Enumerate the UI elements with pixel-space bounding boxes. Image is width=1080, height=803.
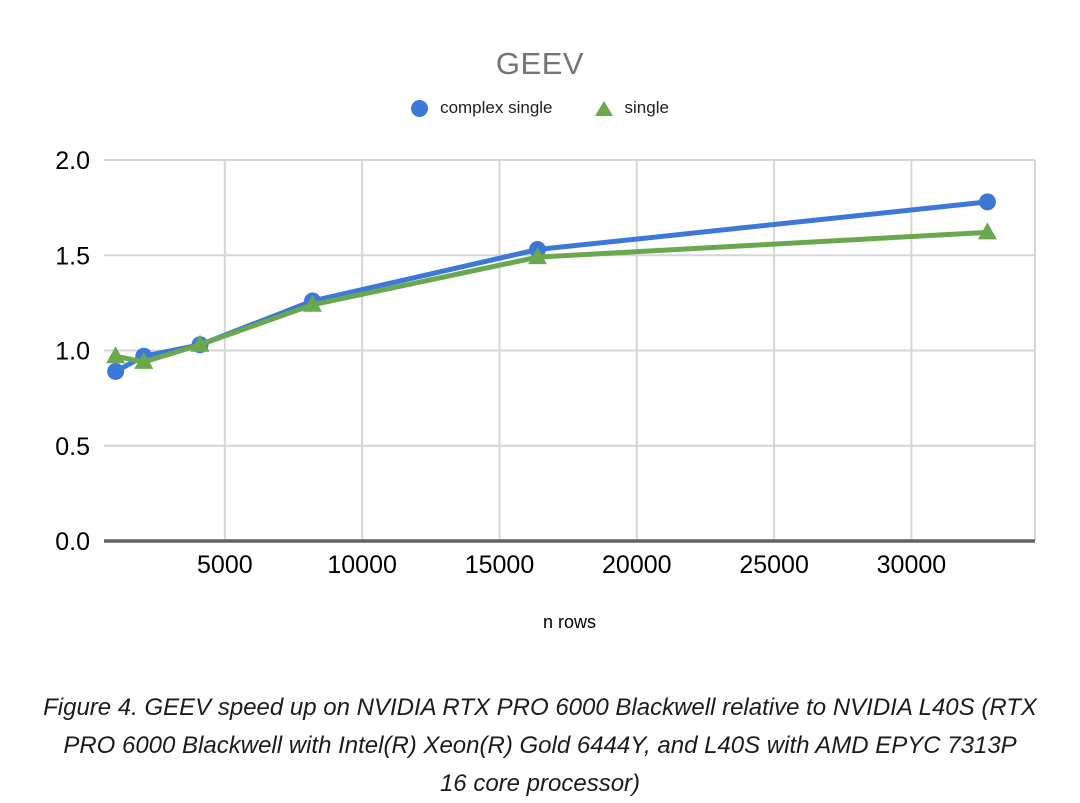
- circle-marker-icon: [411, 99, 429, 117]
- x-tick-label: 20000: [602, 551, 672, 579]
- x-tick-label: 5000: [197, 551, 253, 579]
- figure-caption-line-2: PRO 6000 Blackwell with Intel(R) Xeon(R)…: [63, 732, 1017, 759]
- data-point-single: [527, 247, 547, 265]
- data-point-single: [190, 334, 210, 352]
- figure-caption-line-3: 16 core processor): [439, 770, 641, 797]
- y-tick-label: 1.0: [55, 338, 90, 366]
- x-tick-label: 10000: [327, 551, 397, 579]
- figure-caption-line-1: Figure 4. GEEV speed up on NVIDIA RTX PR…: [43, 694, 1037, 721]
- plot-area: 0.0 0.5 1.0 1.5 2.0 5000 10000 15000 20000 25000 3…: [55, 147, 1036, 632]
- data-point-single: [106, 346, 126, 364]
- data-point-single: [303, 294, 323, 312]
- chart-title: GEEV: [495, 46, 585, 81]
- y-tick-label: 0.5: [55, 433, 90, 461]
- series-line-complex-single: [113, 199, 990, 374]
- x-tick-label: 25000: [739, 551, 809, 579]
- legend-label-single: single: [624, 98, 669, 117]
- series-line-single: [113, 229, 990, 365]
- data-point-single: [134, 351, 154, 369]
- legend-label-complex-single: complex single: [440, 98, 553, 117]
- legend-item-single: single: [594, 98, 669, 118]
- x-tick-label: 15000: [465, 551, 535, 579]
- x-tick-label: 30000: [877, 551, 947, 579]
- x-axis-title: n rows: [543, 612, 596, 632]
- legend-item-complex-single: complex single: [411, 98, 553, 118]
- chart-legend: complex single single: [0, 98, 1080, 118]
- y-tick-label: 0.0: [55, 528, 90, 556]
- data-point-complex-single: [107, 362, 125, 380]
- data-point-single: [977, 222, 997, 240]
- figure-caption: Figure 4. GEEV speed up on NVIDIA RTX PR…: [0, 689, 1080, 803]
- triangle-marker-icon: [594, 100, 613, 116]
- y-tick-label: 2.0: [55, 147, 90, 175]
- geev-chart: 0.0 0.5 1.0 1.5 2.0 5000 10000 15000 20000 25000 3…: [0, 46, 1080, 632]
- data-point-complex-single: [978, 193, 996, 211]
- y-tick-label: 1.5: [55, 242, 90, 270]
